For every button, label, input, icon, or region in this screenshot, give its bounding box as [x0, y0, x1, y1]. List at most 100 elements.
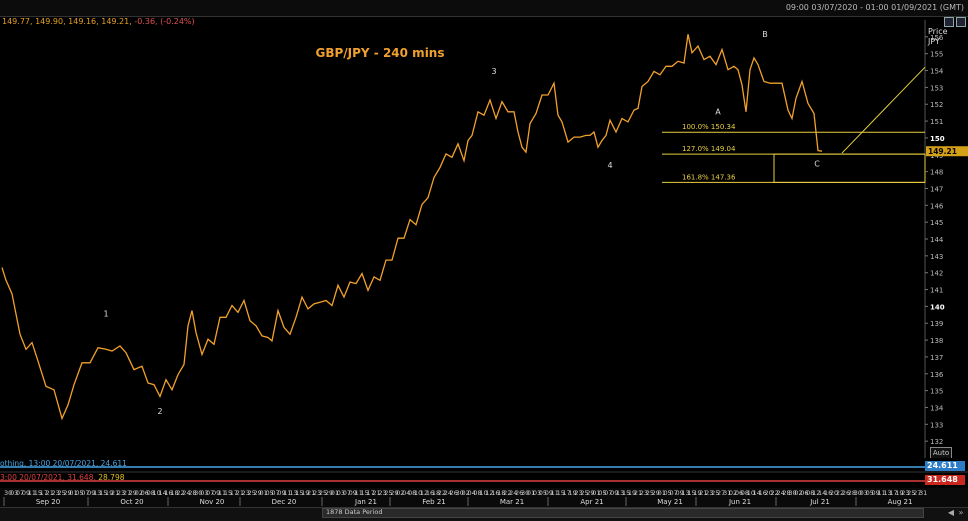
x-day-label: 20: [830, 489, 838, 497]
y-tick-label: 139: [930, 320, 943, 328]
fib-level-label: 127.0% 149.04: [682, 145, 736, 153]
x-day-label: 04: [402, 489, 410, 497]
y-tick-label: 147: [930, 185, 943, 193]
x-day-label: 28: [188, 489, 196, 497]
y-tick-label: 132: [930, 438, 943, 446]
x-day-label: 05: [75, 489, 83, 497]
x-month-label: Mar 21: [500, 498, 524, 506]
x-day-label: 17: [889, 489, 897, 497]
x-day-label: 17: [366, 489, 374, 497]
x-day-label: 16: [491, 489, 499, 497]
y-tick-label: 135: [930, 388, 943, 396]
x-month-label: May 21: [657, 498, 683, 506]
x-day-label: 17: [40, 489, 48, 497]
indicator-pane: [0, 458, 968, 488]
x-month-label: Dec 20: [272, 498, 297, 506]
x-day-label: 19: [628, 489, 636, 497]
x-day-label: 01: [527, 489, 535, 497]
x-day-label: 30: [521, 489, 529, 497]
date-range: 09:00 03/07/2020 - 01:00 01/09/2021 (GMT…: [785, 3, 964, 12]
y-tick-label: 146: [930, 202, 944, 210]
x-day-label: 06: [141, 489, 149, 497]
x-day-label: 03: [533, 489, 541, 497]
x-day-label: 21: [46, 489, 54, 497]
x-day-label: 02: [135, 489, 143, 497]
wave-label: 1: [103, 309, 108, 318]
x-day-label: 19: [105, 489, 113, 497]
x-day-label: 11: [28, 489, 36, 497]
y-tick-label: 151: [930, 118, 943, 126]
x-day-label: 12: [812, 489, 820, 497]
x-day-label: 09: [545, 489, 553, 497]
x-day-label: 07: [271, 489, 279, 497]
x-day-label: 16: [759, 489, 767, 497]
x-day-label: 10: [747, 489, 755, 497]
wave-label: 2: [157, 407, 162, 416]
x-day-label: 15: [622, 489, 630, 497]
x-day-label: 27: [717, 489, 725, 497]
x-day-label: 23: [52, 489, 60, 497]
x-day-label: 08: [741, 489, 749, 497]
x-day-label: 11: [551, 489, 559, 497]
x-day-label: 18: [497, 489, 505, 497]
y-tick-label: 150: [930, 135, 945, 143]
x-day-label: 26: [450, 489, 458, 497]
x-day-label: 18: [170, 489, 178, 497]
x-day-label: 09: [610, 489, 618, 497]
wave-label: C: [814, 160, 820, 169]
fib-trend-line: [841, 66, 926, 154]
scroll-start-icon[interactable]: ◀: [947, 508, 955, 517]
x-day-label: 26: [842, 489, 850, 497]
x-day-label: 11: [283, 489, 291, 497]
x-day-label: 09: [212, 489, 220, 497]
maximize-icon[interactable]: [944, 17, 954, 27]
x-day-label: 24: [182, 489, 190, 497]
x-day-label: 26: [515, 489, 523, 497]
x-month-label: Apr 21: [580, 498, 603, 506]
x-day-label: 22: [438, 489, 446, 497]
x-month-label: Oct 20: [120, 498, 143, 506]
x-day-label: 15: [99, 489, 107, 497]
x-day-label: 09: [277, 489, 285, 497]
scroll-end-icon[interactable]: »: [958, 508, 964, 517]
indicator2-badge: 31.648: [925, 475, 965, 485]
x-day-label: 23: [117, 489, 125, 497]
x-day-label: 30: [456, 489, 464, 497]
x-day-label: 15: [687, 489, 695, 497]
y-tick-label: 143: [930, 253, 943, 261]
x-day-label: 08: [147, 489, 155, 497]
indicator1-label: othing, 13:00 20/07/2021, 24.611: [0, 459, 127, 468]
x-day-label: 14: [753, 489, 761, 497]
x-day-label: 07: [604, 489, 612, 497]
x-month-label: Aug 21: [888, 498, 913, 506]
x-day-label: 08: [473, 489, 481, 497]
x-day-label: 24: [444, 489, 452, 497]
x-day-label: 21: [699, 489, 707, 497]
y-tick-label: 134: [930, 404, 944, 412]
indicator2-second-value: 28.798: [98, 473, 125, 482]
x-day-label: 12: [420, 489, 428, 497]
x-day-label: 18: [432, 489, 440, 497]
y-tick-label: 144: [930, 236, 944, 244]
x-day-label: 06: [735, 489, 743, 497]
fib-level-label: 100.0% 150.34: [682, 123, 736, 131]
x-day-label: 31: [919, 489, 927, 497]
x-day-label: 30: [854, 489, 862, 497]
x-day-label: 23: [705, 489, 713, 497]
wave-label: 4: [607, 161, 612, 170]
x-day-label: 09: [872, 489, 880, 497]
close-icon[interactable]: [956, 17, 966, 27]
x-day-label: 08: [408, 489, 416, 497]
x-day-label: 15: [361, 489, 369, 497]
x-day-label: 02: [729, 489, 737, 497]
x-day-label: 28: [782, 489, 790, 497]
x-day-label: 15: [224, 489, 232, 497]
scrollbar-thumb[interactable]: [322, 508, 924, 518]
x-day-label: 21: [372, 489, 380, 497]
x-day-label: 22: [503, 489, 511, 497]
last-price-badge: [926, 146, 968, 157]
x-day-label: 31: [723, 489, 731, 497]
x-day-label: 25: [57, 489, 65, 497]
auto-scale-button[interactable]: Auto: [930, 447, 952, 459]
x-day-label: 29: [325, 489, 333, 497]
